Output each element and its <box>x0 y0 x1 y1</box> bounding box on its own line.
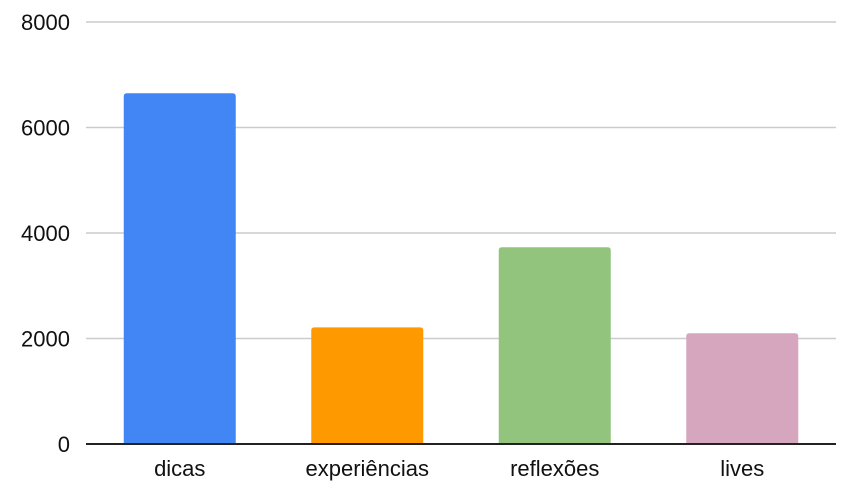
y-tick-label-0: 0 <box>58 432 70 457</box>
x-tick-label-lives: lives <box>720 456 764 481</box>
bar-experiencias <box>311 327 424 444</box>
bars <box>123 93 799 445</box>
x-tick-label-experiencias: experiências <box>305 456 429 481</box>
y-tick-label-4000: 4000 <box>21 221 70 246</box>
y-tick-label-8000: 8000 <box>21 10 70 35</box>
x-axis-category-labels: dicas experiências reflexões lives <box>154 456 764 481</box>
bar-reflexoes <box>498 247 611 444</box>
y-axis-tick-labels: 0 2000 4000 6000 8000 <box>21 10 70 457</box>
y-tick-label-6000: 6000 <box>21 116 70 141</box>
x-tick-label-reflexoes: reflexões <box>510 456 599 481</box>
bar-dicas <box>123 93 236 445</box>
y-tick-label-2000: 2000 <box>21 327 70 352</box>
x-tick-label-dicas: dicas <box>154 456 205 481</box>
bar-lives <box>686 333 799 444</box>
